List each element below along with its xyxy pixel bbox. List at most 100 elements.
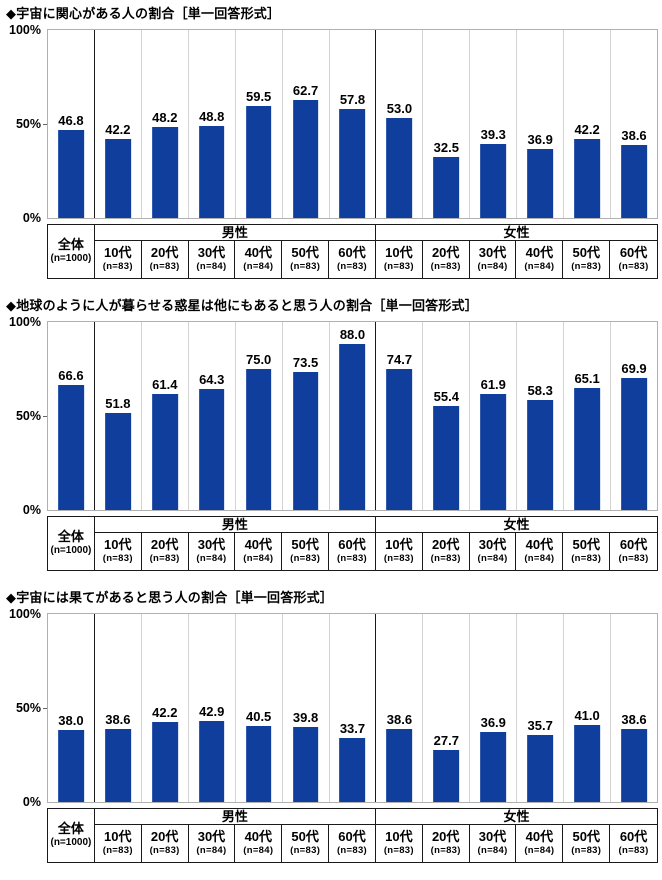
age-n-label: (n=84) (524, 552, 555, 564)
bar-male-40代 (245, 725, 272, 802)
age-n-label: (n=83) (149, 260, 180, 272)
plot-column-male-10代: 42.2 (95, 29, 142, 218)
age-label: 10代 (385, 245, 413, 261)
age-label: 60代 (619, 245, 648, 261)
table-group-header-female: 女性 (375, 809, 657, 825)
plot-column-female-40代: 35.7 (517, 613, 565, 802)
plot-column-female-30代: 36.9 (470, 613, 518, 802)
bar-value-label: 42.9 (199, 704, 225, 720)
y-tick-label-50: 50% (15, 408, 41, 423)
y-tick-label-50: 50% (15, 116, 41, 131)
age-label: 30代 (197, 828, 226, 844)
y-axis: 100% 50% 0% (0, 23, 47, 225)
bar-male-10代 (105, 412, 131, 510)
plot-column-male-50代: 62.7 (283, 29, 330, 218)
plot-column-female-30代: 39.3 (470, 29, 518, 218)
table-cell-male-30代: 30代 (n=84) (189, 532, 236, 570)
y-tick-label-100: 100% (9, 606, 41, 621)
bar-female-30代 (480, 732, 507, 802)
plot-column-female-20代: 55.4 (423, 321, 471, 510)
table-cell-total: 全体 (n=1000) (48, 516, 95, 570)
plot-area: 66.6 51.8 61.4 64.3 75.0 73.5 88.0 74.7 55.4 61.9… (43, 320, 658, 511)
plot-column-female-10代: 53.0 (376, 29, 424, 218)
table-cell-female-40代: 40代 (n=84) (516, 532, 564, 570)
bar-male-10代 (105, 138, 131, 218)
plot-column-female-20代: 32.5 (423, 29, 471, 218)
bar-value-label: 48.8 (199, 109, 225, 125)
age-label: 40代 (525, 245, 554, 261)
table-cell-female-30代: 30代 (n=84) (470, 240, 517, 278)
table-cell-female-10代: 10代 (n=83) (376, 824, 423, 862)
y-axis-tick-50 (43, 123, 47, 125)
total-label: 全体 (57, 820, 84, 836)
bar-value-label: 57.8 (339, 92, 366, 108)
age-label: 10代 (385, 828, 413, 844)
table-cell-female-20代: 20代 (n=83) (423, 532, 470, 570)
age-label: 40代 (244, 536, 273, 552)
age-n-label: (n=83) (571, 552, 602, 564)
table-cell-total: 全体 (n=1000) (48, 808, 95, 862)
age-n-label: (n=83) (102, 260, 133, 272)
chart-title: ◆宇宙には果てがあると思う人の割合［単一回答形式］ (6, 589, 333, 605)
plot-wrap: 100% 50% 0% 66.6 51.8 61.4 64.3 75.0 73.5 88.0… (0, 315, 662, 517)
bar-female-30代 (480, 393, 507, 510)
age-label: 50代 (291, 536, 319, 552)
age-n-label: (n=83) (383, 844, 414, 856)
table-cell-male-10代: 10代 (n=83) (95, 824, 142, 862)
bar-value-label: 74.7 (386, 352, 413, 368)
bar-female-50代 (574, 138, 600, 218)
table-cell-male-60代: 60代 (n=83) (329, 532, 376, 570)
plot-column-female-60代: 69.9 (611, 322, 657, 510)
bar-value-label: 65.1 (574, 370, 600, 386)
age-n-label: (n=83) (383, 552, 414, 564)
bar-female-40代 (527, 734, 554, 802)
plot-column-male-10代: 51.8 (95, 321, 142, 510)
bar-female-10代 (386, 369, 413, 510)
table-cell-male-20代: 20代 (n=83) (142, 532, 189, 570)
bar-female-20代 (433, 156, 460, 218)
bar-total (58, 129, 84, 218)
age-label: 60代 (619, 828, 648, 844)
age-label: 10代 (385, 536, 413, 552)
plot-column-male-50代: 73.5 (283, 321, 330, 510)
plot-column-male-30代: 48.8 (189, 29, 236, 218)
y-tick-label-0: 0% (22, 502, 41, 517)
plot-column-female-40代: 58.3 (517, 321, 565, 510)
age-n-label: (n=84) (196, 260, 227, 272)
age-label: 40代 (525, 828, 554, 844)
plot-area: 46.8 42.2 48.2 48.8 59.5 62.7 57.8 53.0 32.5 39.3… (43, 28, 658, 219)
age-n-label: (n=83) (149, 552, 180, 564)
table-cell-female-40代: 40代 (n=84) (516, 240, 564, 278)
age-label: 60代 (619, 536, 648, 552)
table-cell-male-50代: 50代 (n=83) (282, 532, 330, 570)
table-group-header-female: 女性 (375, 225, 657, 241)
age-n-label: (n=83) (290, 260, 321, 272)
age-n-label: (n=84) (477, 844, 508, 856)
table-group-header-male: 男性 (94, 808, 376, 825)
bar-value-label: 64.3 (199, 372, 225, 387)
table-cell-male-30代: 30代 (n=84) (189, 240, 236, 278)
bar-female-20代 (433, 749, 460, 802)
plot-column-male-40代: 40.5 (236, 613, 283, 802)
bar-male-20代 (151, 394, 178, 510)
bar-male-50代 (292, 371, 319, 510)
age-label: 20代 (431, 828, 460, 844)
bar-value-label: 27.7 (433, 732, 459, 748)
bar-value-label: 53.0 (386, 101, 413, 117)
bar-value-label: 38.6 (105, 712, 131, 728)
table-cell-total: 全体 (n=1000) (48, 224, 95, 278)
bar-male-20代 (151, 127, 178, 218)
plot-column-male-20代: 48.2 (142, 29, 189, 218)
age-label: 30代 (197, 245, 226, 261)
plot-column-male-10代: 38.6 (95, 613, 142, 802)
plot-wrap: 100% 50% 0% 38.0 38.6 42.2 42.9 40.5 39.8 33.7… (0, 607, 662, 809)
plot-column-female-50代: 65.1 (564, 321, 612, 510)
bar-value-label: 36.9 (527, 131, 553, 147)
bar-male-20代 (151, 722, 178, 802)
bar-male-10代 (105, 729, 131, 802)
age-label: 20代 (150, 536, 179, 552)
plot-column-male-40代: 75.0 (236, 321, 283, 510)
bar-male-60代 (339, 738, 366, 802)
age-label: 50代 (291, 245, 319, 261)
age-n-label: (n=83) (290, 552, 321, 564)
